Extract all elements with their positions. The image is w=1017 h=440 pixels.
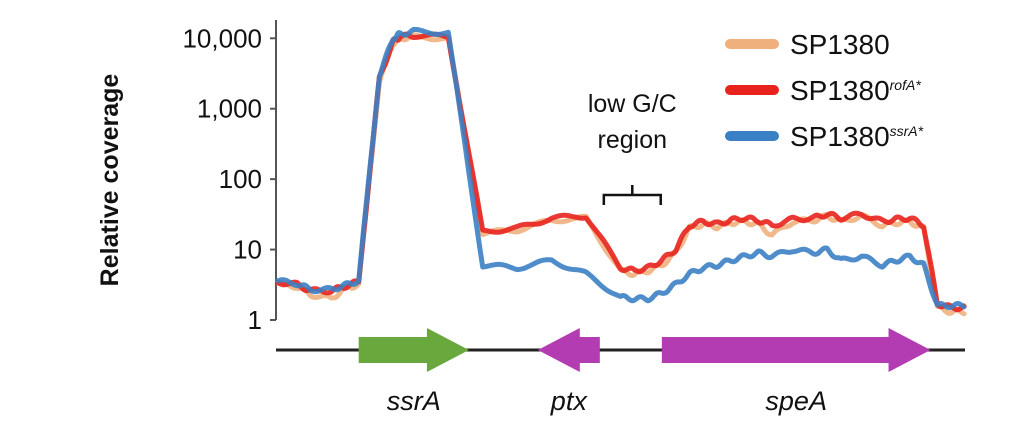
y-ticks: 1 10 100 1,000 10,000 [182,23,276,335]
gene-label-ssrA: ssrA [387,386,441,416]
legend-label: SP1380rofA* [790,75,921,106]
gene-arrow-speA [661,328,931,372]
gene-label-speA: speA [765,386,827,416]
y-axis-label: Relative coverage [96,74,124,287]
y-tick-label: 1 [248,305,262,335]
y-tick-label: 10,000 [182,23,262,53]
legend-label: SP1380 [790,29,890,60]
annotation-text: low G/C [588,90,677,118]
legend: SP1380 SP1380rofA* SP1380ssrA* [725,29,924,152]
y-tick-label: 100 [219,164,262,194]
annotation-bracket [602,185,662,205]
axes: 1 10 100 1,000 10,000 [182,20,277,335]
annotation-text: region [598,126,668,154]
gene-track: ssrA ptx speA [276,328,965,416]
y-tick-label: 1,000 [197,94,262,124]
series-line-3 [275,26,967,311]
gene-arrow-ssrA [358,328,469,372]
legend-label: SP1380ssrA* [790,121,924,152]
y-tick-label: 10 [233,235,262,265]
gene-arrow-ptx [537,328,600,372]
gene-label-ptx: ptx [550,386,589,416]
series-lines [274,26,968,317]
annotation: low G/C region [588,90,677,205]
